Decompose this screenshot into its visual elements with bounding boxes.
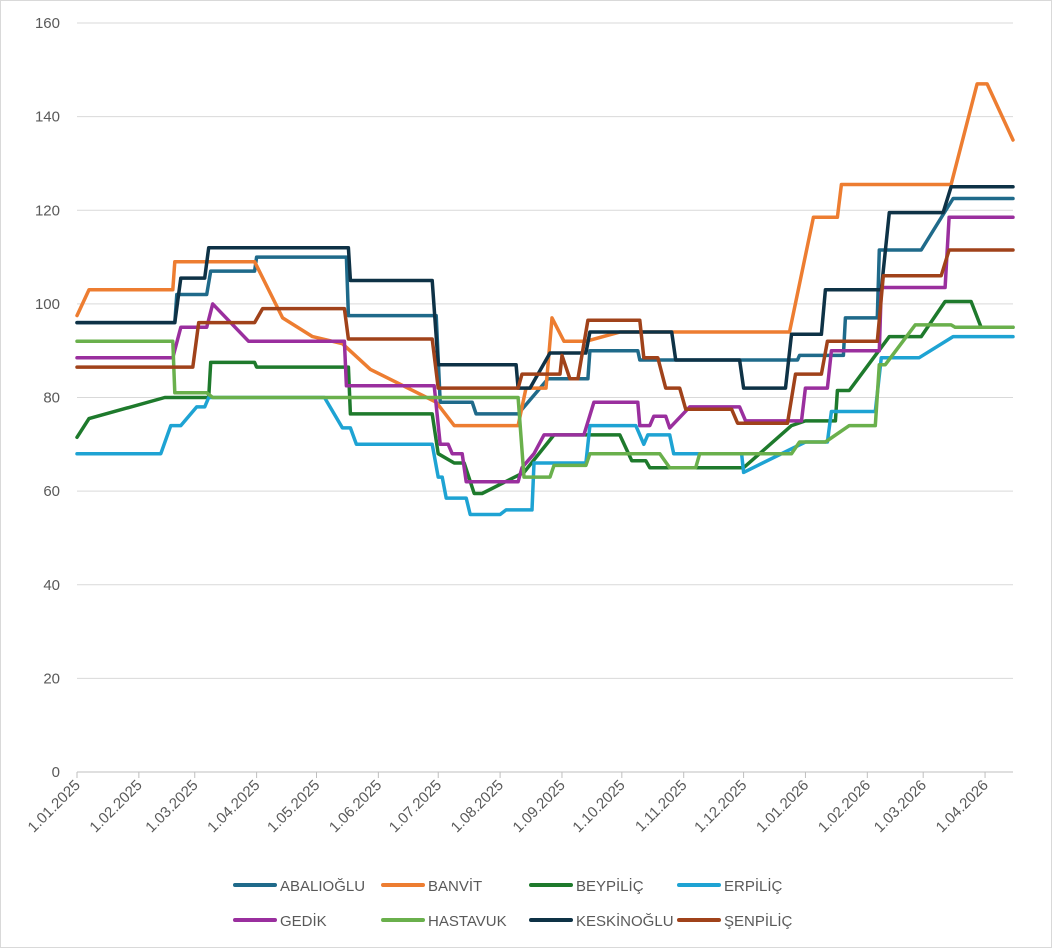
series-line-6 [75,185,1015,390]
series-line-0 [75,196,1015,416]
series-line-7 [75,248,1015,425]
x-tick-label: 1.12.2025 [691,777,750,836]
series-line-4 [75,215,1015,484]
legend-label: HASTAVUK [428,913,507,930]
series-line-1 [75,82,1015,428]
legend-label: KESKİNOĞLU [576,912,674,930]
x-tick-label: 1.03.2025 [142,777,201,836]
x-tick-label: 1.02.2026 [815,777,874,836]
x-tick-label: 1.01.2026 [753,777,812,836]
y-tick-label: 20 [43,670,60,687]
legend-label: BANVİT [428,877,482,895]
legend-label: ŞENPİLİÇ [724,912,793,930]
x-tick-label: 1.07.2025 [386,777,445,836]
y-tick-label: 80 [43,390,60,407]
legend-label: ABALIOĞLU [280,878,365,895]
x-tick-label: 1.04.2026 [933,777,992,836]
x-tick-label: 1.05.2025 [264,777,323,836]
legend-label: BEYPİLİÇ [576,877,644,895]
y-tick-label: 140 [35,109,60,126]
y-tick-label: 0 [52,764,60,781]
x-tick-label: 1.06.2025 [326,777,385,836]
x-tick-label: 1.03.2026 [871,777,930,836]
y-tick-label: 160 [35,15,60,32]
x-tick-label: 1.01.2025 [25,777,84,836]
x-tick-label: 1.11.2025 [632,777,690,835]
y-tick-label: 60 [43,483,60,500]
legend-label: GEDİK [280,912,327,930]
x-tick-label: 1.02.2025 [86,777,145,836]
y-tick-label: 120 [35,202,60,219]
series-line-5 [75,323,1015,479]
y-tick-label: 100 [35,296,60,313]
x-tick-label: 1.04.2025 [204,777,263,836]
x-tick-label: 1.08.2025 [448,777,507,836]
x-tick-label: 1.10.2025 [569,777,628,836]
x-tick-label: 1.09.2025 [510,777,569,836]
legend-label: ERPİLİÇ [724,877,783,895]
y-tick-label: 40 [43,577,60,594]
